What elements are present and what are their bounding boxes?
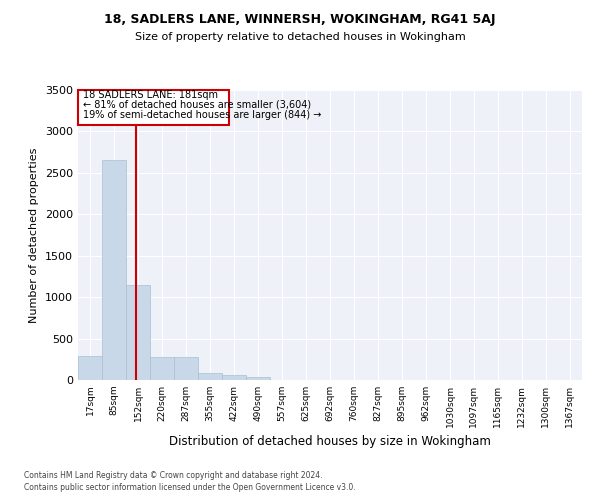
Text: 18 SADLERS LANE: 181sqm: 18 SADLERS LANE: 181sqm	[83, 90, 218, 100]
Text: 18, SADLERS LANE, WINNERSH, WOKINGHAM, RG41 5AJ: 18, SADLERS LANE, WINNERSH, WOKINGHAM, R…	[104, 12, 496, 26]
Bar	[150, 357, 175, 380]
Bar	[222, 376, 246, 380]
Text: Contains public sector information licensed under the Open Government Licence v3: Contains public sector information licen…	[24, 484, 356, 492]
Text: ← 81% of detached houses are smaller (3,604): ← 81% of detached houses are smaller (3,…	[83, 100, 311, 110]
Y-axis label: Number of detached properties: Number of detached properties	[29, 148, 40, 322]
Text: Contains HM Land Registry data © Crown copyright and database right 2024.: Contains HM Land Registry data © Crown c…	[24, 471, 323, 480]
Bar	[78, 356, 102, 380]
X-axis label: Distribution of detached houses by size in Wokingham: Distribution of detached houses by size …	[169, 436, 491, 448]
Bar	[246, 377, 270, 380]
Bar	[102, 160, 127, 380]
Text: Size of property relative to detached houses in Wokingham: Size of property relative to detached ho…	[134, 32, 466, 42]
Bar	[78, 90, 229, 125]
Bar	[198, 372, 223, 380]
Text: 19% of semi-detached houses are larger (844) →: 19% of semi-detached houses are larger (…	[83, 110, 322, 120]
Bar	[174, 357, 198, 380]
Bar	[126, 284, 150, 380]
